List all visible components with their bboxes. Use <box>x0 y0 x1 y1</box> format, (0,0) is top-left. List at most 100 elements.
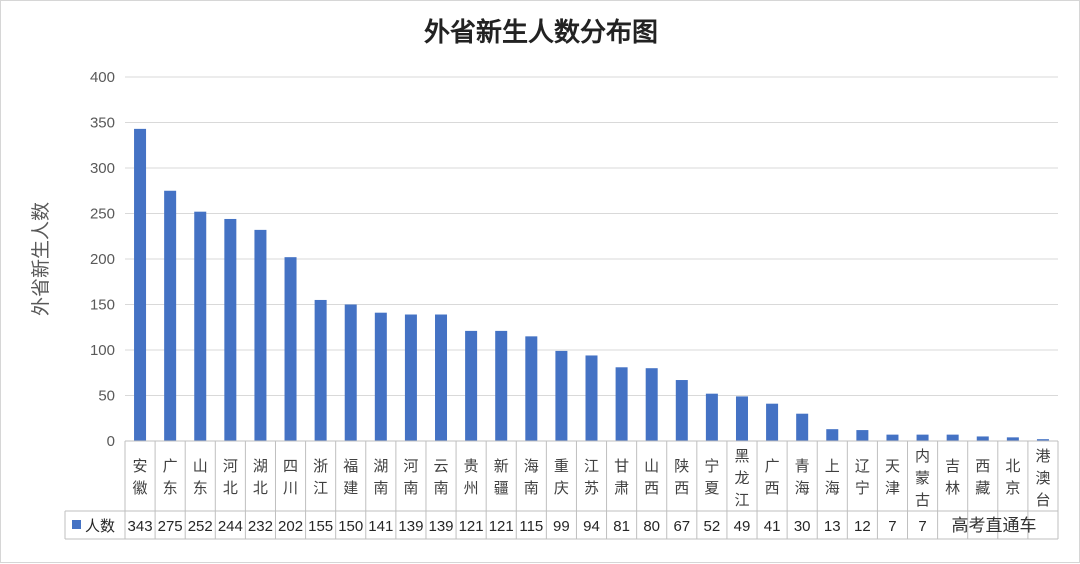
chart-title: 外省新生人数分布图 <box>424 17 658 48</box>
bar-25 <box>886 434 899 441</box>
x-tick-label: 安徽 <box>133 457 148 497</box>
bar-7 <box>344 304 357 441</box>
y-tick-label: 200 <box>90 251 115 268</box>
x-tick-label: 山西 <box>644 457 659 497</box>
data-table: 安徽广东山东河北湖北四川浙江福建湖南河南云南贵州新疆海南重庆江苏甘肃山西陕西宁夏… <box>64 440 1059 540</box>
data-label: 121 <box>489 518 514 535</box>
bar-18 <box>675 380 688 441</box>
data-label: 80 <box>643 518 660 535</box>
bar-29 <box>1006 437 1019 441</box>
x-tick-label: 重庆 <box>554 457 569 497</box>
data-label: 252 <box>188 518 213 535</box>
x-tick-label: 浙江 <box>313 457 328 497</box>
x-tick-label: 西藏 <box>975 457 990 497</box>
bar-23 <box>826 429 839 441</box>
bar-15 <box>585 355 598 441</box>
data-label: 12 <box>854 518 871 535</box>
bar-6 <box>314 299 327 441</box>
data-label: 275 <box>158 518 183 535</box>
data-label: 139 <box>429 518 454 535</box>
y-axis-label: 外省新生人数 <box>30 202 52 316</box>
bars-layer <box>134 128 1049 441</box>
bar-26 <box>916 434 929 441</box>
data-label: 150 <box>338 518 363 535</box>
x-tick-label: 贵州 <box>464 457 479 497</box>
data-label: 244 <box>218 518 243 535</box>
legend-label: 人数 <box>85 517 115 535</box>
data-label: 67 <box>673 518 690 535</box>
grid-layer: 0 50 100 150 200 250 300 350 400 <box>90 69 1058 450</box>
bar-30 <box>1036 439 1049 441</box>
x-tick-label: 宁夏 <box>704 457 719 497</box>
data-label: 232 <box>248 518 273 535</box>
bar-2 <box>194 211 207 441</box>
data-label: 30 <box>794 518 811 535</box>
x-tick-label: 广西 <box>765 457 780 497</box>
x-tick-label: 四川 <box>283 457 298 497</box>
bar-17 <box>645 368 658 441</box>
data-label: 121 <box>459 518 484 535</box>
x-tick-label: 吉林 <box>945 457 960 497</box>
y-tick-label: 50 <box>98 388 115 405</box>
x-tick-label: 黑龙江 <box>734 447 749 509</box>
data-label: 343 <box>128 518 153 535</box>
bar-9 <box>404 314 417 441</box>
data-label: 155 <box>308 518 333 535</box>
bar-27 <box>946 434 959 441</box>
data-label: 139 <box>398 518 423 535</box>
bar-14 <box>555 350 568 441</box>
x-tick-label: 青海 <box>795 457 810 497</box>
x-tick-label: 内蒙古 <box>915 447 930 509</box>
bar-3 <box>224 218 237 441</box>
data-label: 13 <box>824 518 841 535</box>
data-label: 7 <box>888 518 896 535</box>
data-label: 41 <box>764 518 781 535</box>
bar-10 <box>435 314 448 441</box>
data-label: 141 <box>368 518 393 535</box>
watermark-text: 高考直通车 <box>952 516 1037 536</box>
x-tick-label: 新疆 <box>494 457 509 497</box>
x-tick-label: 湖南 <box>373 457 388 497</box>
x-tick-label: 河北 <box>223 457 238 497</box>
bar-4 <box>254 229 267 441</box>
data-label: 99 <box>553 518 570 535</box>
x-tick-label: 北京 <box>1005 457 1020 497</box>
bar-16 <box>615 367 628 441</box>
bar-21 <box>766 403 779 441</box>
y-tick-label: 300 <box>90 160 115 177</box>
data-label: 81 <box>613 518 630 535</box>
bar-1 <box>164 190 177 441</box>
y-tick-label: 0 <box>107 433 115 450</box>
y-tick-label: 100 <box>90 342 115 359</box>
x-tick-label: 甘肃 <box>614 457 629 497</box>
x-tick-label: 福建 <box>343 457 358 497</box>
data-label: 7 <box>918 518 926 535</box>
x-tick-label: 江苏 <box>584 457 599 497</box>
x-tick-label: 广东 <box>163 457 178 497</box>
x-tick-label: 海南 <box>524 457 539 497</box>
x-tick-label: 天津 <box>885 457 900 497</box>
y-tick-label: 400 <box>90 69 115 86</box>
x-tick-label: 辽宁 <box>855 457 870 497</box>
bar-11 <box>465 330 478 441</box>
data-label: 52 <box>704 518 721 535</box>
x-tick-label: 陕西 <box>674 457 689 497</box>
x-tick-label: 山东 <box>193 457 208 497</box>
bar-28 <box>976 436 989 441</box>
bar-8 <box>374 312 387 441</box>
bar-22 <box>796 413 809 441</box>
x-tick-label: 上海 <box>825 457 840 497</box>
bar-19 <box>705 393 718 441</box>
bar-5 <box>284 257 297 441</box>
x-tick-label: 云南 <box>434 457 449 497</box>
y-tick-label: 250 <box>90 206 115 223</box>
x-tick-label: 港澳台 <box>1035 447 1050 509</box>
data-label: 94 <box>583 518 600 535</box>
data-label: 202 <box>278 518 303 535</box>
legend-swatch <box>72 520 81 529</box>
bar-13 <box>525 336 538 441</box>
bar-24 <box>856 430 869 441</box>
x-tick-label: 河南 <box>403 457 418 497</box>
x-tick-label: 湖北 <box>253 457 268 497</box>
